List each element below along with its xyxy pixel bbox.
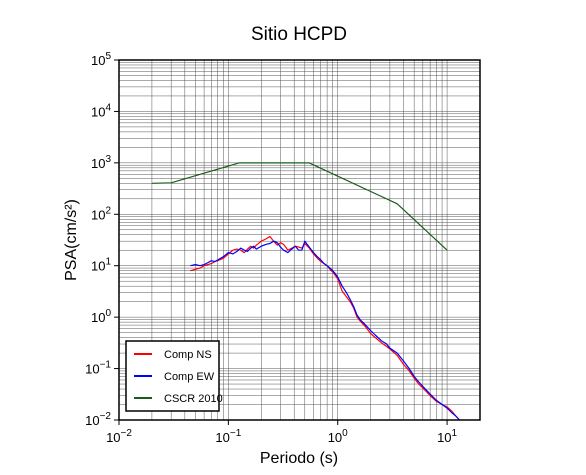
axis-frame bbox=[114, 59, 481, 425]
y-tick-label: 104 bbox=[91, 102, 111, 119]
x-tick-label: 10−1 bbox=[215, 428, 241, 445]
legend: Comp NS Comp EW CSCR 2010 bbox=[125, 340, 223, 412]
y-tick-base: 10 bbox=[91, 207, 105, 222]
y-tick-base: 10 bbox=[91, 156, 105, 171]
y-tick-exp: 0 bbox=[105, 308, 111, 319]
y-axis-label: PSA(cm/s²) bbox=[63, 199, 80, 281]
y-tick-exp: −1 bbox=[100, 360, 112, 371]
x-tick-label: 10−2 bbox=[106, 428, 132, 445]
y-tick-base: 10 bbox=[91, 53, 105, 68]
legend-label: CSCR 2010 bbox=[164, 393, 223, 405]
y-tick-base: 10 bbox=[85, 362, 99, 377]
y-tick-base: 10 bbox=[91, 259, 105, 274]
x-tick-base: 10 bbox=[437, 430, 451, 445]
x-tick-exp: 1 bbox=[452, 428, 458, 439]
y-tick-label: 101 bbox=[91, 257, 111, 274]
y-tick-label: 10−2 bbox=[85, 411, 111, 428]
x-tick-exp: −1 bbox=[230, 428, 242, 439]
x-tick-label: 100 bbox=[328, 428, 348, 445]
x-axis-label: Periodo (s) bbox=[260, 450, 338, 467]
series-line-2 bbox=[151, 162, 448, 251]
y-tick-exp: 2 bbox=[105, 205, 111, 216]
y-tick-exp: 3 bbox=[105, 154, 111, 165]
series-line-0 bbox=[190, 235, 460, 421]
x-tick-base: 10 bbox=[106, 430, 120, 445]
legend-label: Comp EW bbox=[164, 371, 215, 383]
series-lines bbox=[151, 162, 460, 421]
y-tick-exp: 1 bbox=[105, 257, 111, 268]
y-tick-label: 100 bbox=[91, 308, 111, 325]
y-tick-exp: −2 bbox=[100, 411, 112, 422]
x-tick-label: 101 bbox=[437, 428, 457, 445]
x-tick-labels: 10−2 10−1 100 101 bbox=[106, 428, 457, 445]
y-tick-base: 10 bbox=[85, 413, 99, 428]
plot-frame bbox=[118, 59, 481, 421]
y-tick-label: 102 bbox=[91, 205, 111, 222]
y-tick-label: 10−1 bbox=[85, 360, 111, 377]
x-tick-exp: 0 bbox=[342, 428, 348, 439]
x-tick-exp: −2 bbox=[121, 428, 133, 439]
y-tick-base: 10 bbox=[91, 310, 105, 325]
y-tick-exp: 4 bbox=[105, 102, 111, 113]
y-tick-label: 103 bbox=[91, 154, 111, 171]
series-line-1 bbox=[190, 240, 460, 421]
y-tick-exp: 5 bbox=[105, 51, 111, 62]
x-tick-base: 10 bbox=[328, 430, 342, 445]
x-tick-base: 10 bbox=[215, 430, 229, 445]
chart-title: Sitio HCPD bbox=[251, 24, 347, 45]
y-tick-label: 105 bbox=[91, 51, 111, 68]
y-tick-base: 10 bbox=[91, 104, 105, 119]
legend-label: Comp NS bbox=[164, 349, 212, 361]
